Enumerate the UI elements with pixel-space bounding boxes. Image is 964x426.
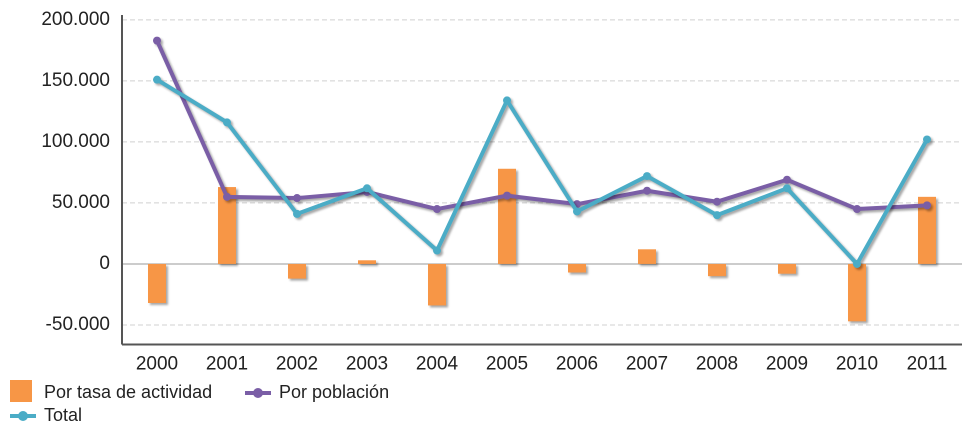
x-tick-label: 2011	[907, 354, 948, 375]
legend-swatch	[18, 411, 28, 421]
legend-label: Por tasa de actividad	[44, 382, 212, 402]
y-tick-label: -50.000	[46, 314, 110, 335]
line-series	[153, 75, 931, 268]
point	[783, 175, 791, 184]
x-tick-label: 2003	[346, 354, 388, 375]
point	[433, 246, 441, 255]
y-tick-label: 200.000	[41, 9, 110, 30]
bar	[358, 260, 376, 264]
point	[573, 207, 581, 216]
point	[293, 194, 301, 203]
point	[783, 184, 791, 193]
bar	[848, 263, 866, 322]
legend-label: Por población	[279, 382, 389, 402]
bar-series	[148, 168, 936, 322]
x-tick-label: 2009	[766, 354, 808, 375]
point	[293, 209, 301, 218]
point	[853, 205, 861, 214]
line	[155, 77, 929, 266]
point	[223, 118, 231, 127]
bar	[778, 263, 796, 274]
point	[153, 75, 161, 84]
x-tick-label: 2000	[136, 354, 178, 375]
legend-swatch	[10, 380, 32, 402]
legend-label: Total	[44, 405, 82, 425]
bar	[918, 196, 936, 264]
y-tick-label: 100.000	[41, 131, 110, 152]
y-tick-label: 0	[99, 253, 110, 274]
bar	[148, 263, 166, 304]
x-tick-label: 2010	[836, 354, 878, 375]
point	[153, 36, 161, 45]
x-tick-label: 2005	[486, 354, 528, 375]
point	[503, 96, 511, 105]
legend-swatch	[253, 388, 263, 398]
bar	[288, 263, 306, 279]
x-tick-label: 2002	[276, 354, 318, 375]
x-tick-label: 2004	[416, 354, 459, 375]
bar	[638, 249, 656, 264]
point	[643, 186, 651, 195]
point	[503, 191, 511, 200]
point	[853, 259, 861, 268]
bar	[428, 263, 446, 306]
point	[433, 205, 441, 214]
y-tick-label: 50.000	[52, 192, 110, 213]
point	[643, 172, 651, 181]
point	[923, 201, 931, 210]
bar	[568, 263, 586, 273]
point	[223, 192, 231, 201]
bar	[218, 187, 236, 264]
point	[923, 135, 931, 144]
point	[363, 184, 371, 193]
x-tick-label: 2007	[626, 354, 668, 375]
line-series	[153, 36, 931, 214]
point	[713, 197, 721, 206]
x-tick-label: 2001	[206, 354, 248, 375]
bar	[708, 263, 726, 277]
y-tick-label: 150.000	[41, 70, 110, 91]
bar	[498, 168, 516, 264]
point	[713, 211, 721, 220]
x-tick-label: 2006	[556, 354, 598, 375]
x-tick-label: 2008	[696, 354, 738, 375]
